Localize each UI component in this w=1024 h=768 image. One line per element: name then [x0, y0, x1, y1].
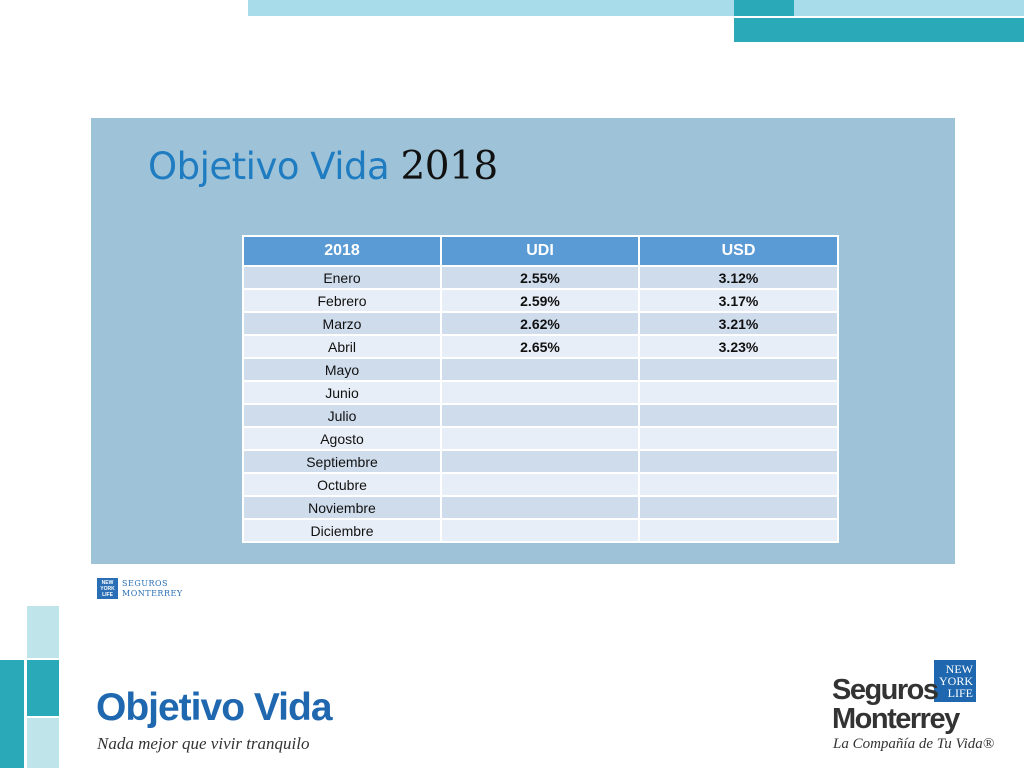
usd-cell: 3.17%: [638, 288, 839, 313]
logo-box-line: NEW: [945, 662, 973, 676]
table-header-row: 2018 UDI USD: [242, 235, 839, 267]
usd-cell: [638, 495, 839, 520]
month-cell: Octubre: [242, 472, 442, 497]
table-row: Enero 2.55% 3.12%: [242, 265, 839, 290]
new-york-life-logo-icon: NEW YORK LIFE: [934, 660, 976, 702]
logo-box-line: LIFE: [102, 592, 113, 598]
month-cell: Abril: [242, 334, 442, 359]
month-cell: Noviembre: [242, 495, 442, 520]
new-york-life-logo-icon: NEW YORK LIFE: [97, 578, 118, 599]
month-cell: Julio: [242, 403, 442, 428]
month-cell: Junio: [242, 380, 442, 405]
left-decor-square: [27, 606, 59, 658]
month-cell: Marzo: [242, 311, 442, 336]
header-usd: USD: [638, 235, 839, 267]
table-row: Diciembre: [242, 518, 839, 543]
top-decor-bar-light-right: [794, 0, 1024, 16]
rates-table: 2018 UDI USD Enero 2.55% 3.12% Febrero 2…: [242, 235, 839, 543]
header-year: 2018: [242, 235, 442, 267]
udi-cell: [440, 426, 640, 451]
udi-cell: 2.59%: [440, 288, 640, 313]
usd-cell: [638, 472, 839, 497]
usd-cell: [638, 380, 839, 405]
udi-cell: [440, 449, 640, 474]
top-decor-bar-light: [248, 0, 734, 16]
top-decor-bar-dark: [734, 0, 794, 16]
month-cell: Enero: [242, 265, 442, 290]
table-row: Mayo: [242, 357, 839, 382]
table-row: Octubre: [242, 472, 839, 497]
udi-cell: [440, 403, 640, 428]
month-cell: Diciembre: [242, 518, 442, 543]
small-logo-line: MONTERREY: [122, 589, 183, 598]
table-row: Febrero 2.59% 3.17%: [242, 288, 839, 313]
usd-cell: [638, 449, 839, 474]
usd-cell: [638, 357, 839, 382]
udi-cell: [440, 472, 640, 497]
month-cell: Septiembre: [242, 449, 442, 474]
slide-title-year: 2018: [400, 144, 498, 189]
brand-title: Objetivo Vida: [96, 686, 333, 729]
header-udi: UDI: [440, 235, 640, 267]
usd-cell: 3.12%: [638, 265, 839, 290]
top-decor-bar-dark-lower: [734, 18, 1024, 42]
udi-cell: 2.55%: [440, 265, 640, 290]
usd-cell: 3.23%: [638, 334, 839, 359]
slide-panel: Objetivo Vida 2018 2018 UDI USD Enero 2.…: [91, 118, 955, 564]
slide-title: Objetivo Vida 2018: [148, 144, 498, 189]
month-cell: Mayo: [242, 357, 442, 382]
company-tagline: La Compañía de Tu Vida®: [833, 736, 995, 752]
table-row: Julio: [242, 403, 839, 428]
logo-box-line: NEW: [101, 580, 114, 586]
usd-cell: [638, 403, 839, 428]
udi-cell: [440, 495, 640, 520]
left-decor-square: [27, 718, 59, 768]
seguros-monterrey-logo: Seguros Monterrey: [832, 674, 960, 735]
brand-tagline: Nada mejor que vivir tranquilo: [97, 734, 310, 753]
logo-box-line: YORK: [938, 674, 973, 688]
small-logo-name: SEGUROS MONTERREY: [122, 579, 183, 599]
logo-name-line: Seguros: [832, 674, 939, 706]
udi-cell: 2.65%: [440, 334, 640, 359]
usd-cell: 3.21%: [638, 311, 839, 336]
month-cell: Febrero: [242, 288, 442, 313]
month-cell: Agosto: [242, 426, 442, 451]
table-row: Abril 2.65% 3.23%: [242, 334, 839, 359]
logo-box-line: YORK: [100, 586, 115, 592]
udi-cell: [440, 380, 640, 405]
usd-cell: [638, 518, 839, 543]
slide-title-text: Objetivo Vida: [148, 145, 390, 188]
table-row: Noviembre: [242, 495, 839, 520]
table-row: Agosto: [242, 426, 839, 451]
udi-cell: 2.62%: [440, 311, 640, 336]
table-row: Junio: [242, 380, 839, 405]
udi-cell: [440, 518, 640, 543]
left-decor-square: [0, 660, 24, 768]
logo-box-line: LIFE: [947, 686, 973, 700]
usd-cell: [638, 426, 839, 451]
table-row: Marzo 2.62% 3.21%: [242, 311, 839, 336]
udi-cell: [440, 357, 640, 382]
logo-name-line: Monterrey: [832, 703, 960, 735]
small-logo-line: SEGUROS: [122, 579, 169, 588]
left-decor-square: [27, 660, 59, 716]
table-row: Septiembre: [242, 449, 839, 474]
